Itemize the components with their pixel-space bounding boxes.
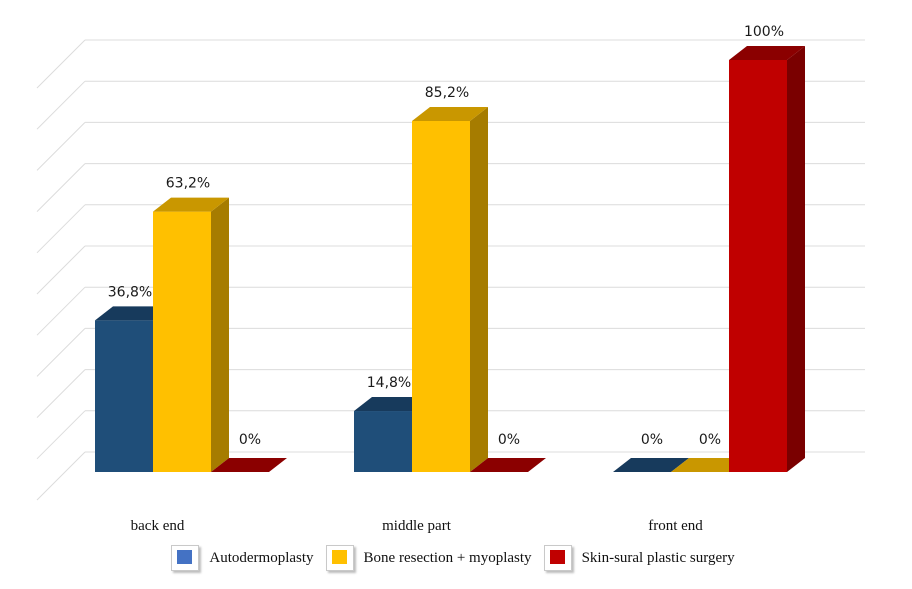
category-labels: back end middle part front end (131, 518, 704, 534)
legend-item-autodermoplasty: Autodermoplasty (171, 545, 319, 571)
gridline-diagonal (36, 369, 86, 418)
category-label: middle part (382, 518, 452, 534)
value-label: 63,2% (166, 176, 210, 192)
bar-top (470, 458, 546, 472)
legend-fill (177, 550, 193, 564)
value-label: 85,2% (425, 85, 469, 101)
bar-top (211, 458, 287, 472)
gridline-diagonal (36, 410, 86, 460)
bar-front (729, 60, 787, 472)
bar-side (787, 46, 805, 472)
value-label: 36,8% (108, 284, 152, 300)
bar-top (613, 458, 689, 472)
bar-side (211, 197, 229, 472)
bar-top (354, 397, 430, 412)
bar (671, 458, 747, 472)
gridline-diagonal (36, 80, 86, 130)
legend-fill (331, 550, 347, 564)
bar-side (470, 106, 488, 472)
bars (95, 46, 805, 472)
gridline-diagonal (36, 122, 86, 171)
bar-front (95, 320, 153, 472)
category-label: front end (648, 518, 703, 534)
legend-swatch-icon (171, 545, 200, 571)
bar-top (153, 197, 229, 212)
legend-label: Autodermoplasty (209, 549, 314, 566)
gridline-diagonal (36, 286, 86, 336)
gridline-diagonal (36, 163, 86, 212)
legend-label: Skin-sural plastic surgery (581, 549, 735, 566)
bar (470, 458, 546, 472)
value-label: 0% (239, 432, 261, 448)
bar-top (671, 458, 747, 472)
bar-front (153, 211, 211, 472)
gridline-diagonal (36, 328, 86, 377)
value-label: 0% (641, 432, 663, 448)
bar (153, 197, 229, 472)
bar-front (354, 411, 412, 472)
bar (613, 458, 689, 472)
gridline-diagonal (36, 39, 86, 89)
legend-item-bone-resection: Bone resection + myoplasty (325, 545, 538, 571)
gridline-diagonal (36, 204, 86, 254)
bar-front (412, 120, 470, 472)
legend-item-skin-sural: Skin-sural plastic surgery (543, 545, 741, 571)
legend-swatch-icon (543, 545, 572, 571)
bar (211, 458, 287, 472)
bar (412, 106, 488, 472)
bar-top (729, 46, 805, 60)
value-label: 14,8% (367, 375, 411, 391)
bar-top (412, 106, 488, 121)
legend: Autodermoplasty Bone resection + myoplas… (0, 545, 912, 571)
value-label: 100% (744, 24, 784, 40)
gridline-diagonal (36, 451, 86, 501)
value-label: 0% (699, 432, 721, 448)
value-labels: 36,8% 63,2% 0% 14,8% 85,2% 0% 0% 0% 100% (108, 24, 784, 448)
category-label: back end (131, 518, 185, 534)
legend-swatch-icon (325, 545, 354, 571)
legend-fill (549, 550, 565, 564)
value-label: 0% (498, 432, 520, 448)
bar (729, 46, 805, 472)
bar-top (95, 306, 171, 321)
gridline-diagonal (36, 245, 86, 295)
legend-label: Bone resection + myoplasty (363, 549, 532, 566)
